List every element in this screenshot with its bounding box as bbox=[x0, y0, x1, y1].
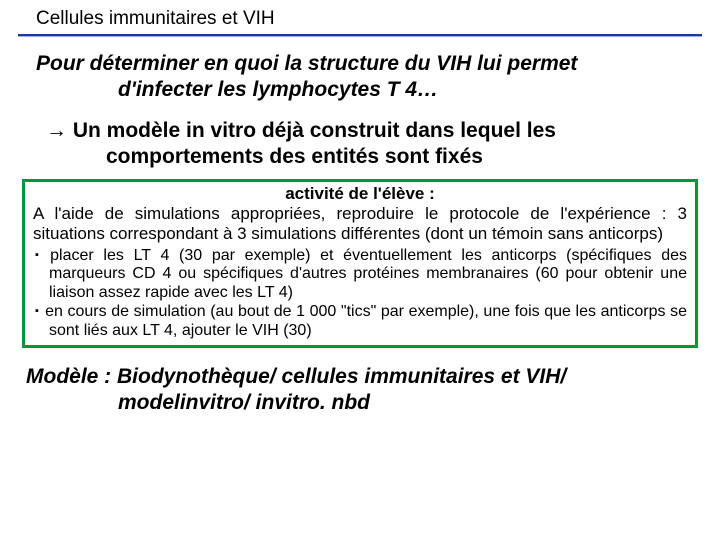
question-line1: Pour déterminer en quoi la structure du … bbox=[36, 52, 577, 75]
activity-title: activité de l'élève : bbox=[33, 184, 687, 204]
page-title: Cellules immunitaires et VIH bbox=[18, 8, 702, 34]
header-divider bbox=[18, 34, 702, 37]
model-line2: comportements des entités sont fixés bbox=[46, 144, 684, 170]
question-block: Pour déterminer en quoi la structure du … bbox=[18, 51, 702, 102]
footer-line2: modelinvitro/ invitro. nbd bbox=[26, 390, 692, 416]
list-item: en cours de simulation (au bout de 1 000… bbox=[35, 303, 687, 340]
model-line1: Un modèle in vitro déjà construit dans l… bbox=[67, 119, 556, 142]
arrow-icon: → bbox=[46, 119, 67, 142]
question-line2: d'infecter les lymphocytes T 4… bbox=[36, 77, 692, 103]
activity-list: placer les LT 4 (30 par exemple) et éven… bbox=[33, 247, 687, 341]
footer-model-path: Modèle : Biodynothèque/ cellules immunit… bbox=[18, 348, 702, 415]
activity-intro: A l'aide de simulations appropriées, rep… bbox=[33, 204, 687, 244]
activity-box: activité de l'élève : A l'aide de simula… bbox=[22, 179, 698, 348]
list-item: placer les LT 4 (30 par exemple) et éven… bbox=[35, 247, 687, 303]
model-statement: → Un modèle in vitro déjà construit dans… bbox=[18, 118, 702, 169]
footer-line1: Modèle : Biodynothèque/ cellules immunit… bbox=[26, 365, 566, 388]
